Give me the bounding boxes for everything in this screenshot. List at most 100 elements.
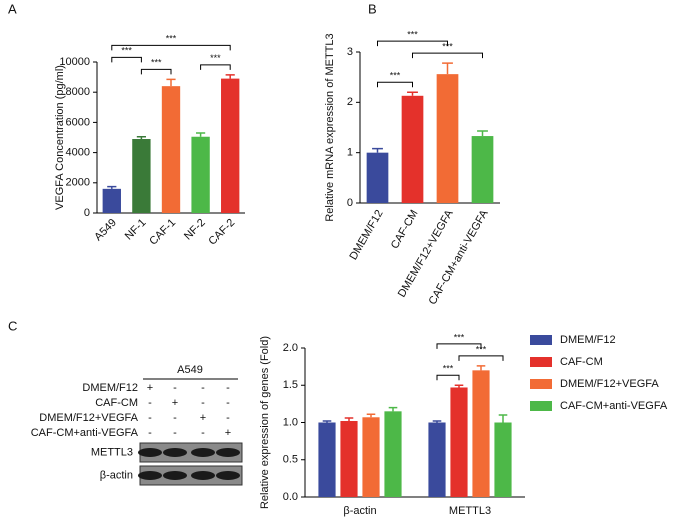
condition-sign: - bbox=[148, 427, 152, 439]
condition-label: DMEM/F12+VEGFA bbox=[39, 412, 138, 424]
x-tick-label: CAF-1 bbox=[147, 217, 178, 248]
significance-label: *** bbox=[166, 34, 177, 44]
y-tick-label: 1.5 bbox=[283, 379, 298, 391]
cell-line-label: A549 bbox=[177, 364, 203, 376]
bar bbox=[428, 422, 446, 497]
significance-label: *** bbox=[454, 332, 465, 342]
error-bar bbox=[107, 185, 117, 189]
bar bbox=[191, 136, 210, 213]
y-tick-label: 1 bbox=[347, 147, 353, 159]
y-tick-label: 2000 bbox=[66, 177, 90, 189]
condition-sign: - bbox=[148, 397, 152, 409]
condition-sign: + bbox=[200, 412, 206, 424]
significance-label: *** bbox=[443, 364, 454, 374]
condition-label: DMEM/F12 bbox=[82, 382, 138, 394]
x-tick-label: CAF-CM bbox=[389, 208, 421, 251]
y-tick-label: 6000 bbox=[66, 116, 90, 128]
condition-sign: - bbox=[226, 397, 230, 409]
condition-label: CAF-CM bbox=[95, 397, 138, 409]
significance-label: *** bbox=[442, 41, 453, 51]
y-tick-label: 3 bbox=[347, 46, 353, 58]
blot-band bbox=[191, 471, 215, 480]
blot-band bbox=[216, 471, 240, 480]
y-tick-label: 0 bbox=[347, 197, 353, 209]
bar bbox=[401, 95, 424, 203]
condition-sign: - bbox=[201, 427, 205, 439]
error-bar bbox=[225, 74, 235, 79]
condition-sign: - bbox=[201, 382, 205, 394]
x-tick-label: METTL3 bbox=[449, 505, 491, 517]
y-tick-label: 2.0 bbox=[283, 342, 298, 354]
blot-band bbox=[163, 448, 187, 457]
bar bbox=[494, 422, 512, 497]
error-bar bbox=[476, 365, 486, 371]
y-axis-label: VEGFA Concentration (pg/ml) bbox=[54, 65, 66, 210]
condition-sign: - bbox=[148, 412, 152, 424]
significance-label: *** bbox=[407, 29, 418, 39]
condition-sign: - bbox=[173, 382, 177, 394]
significance-label: *** bbox=[476, 344, 487, 354]
condition-sign: - bbox=[226, 382, 230, 394]
condition-sign: - bbox=[201, 397, 205, 409]
condition-sign: + bbox=[147, 382, 153, 394]
significance-bracket bbox=[436, 374, 460, 381]
error-bar bbox=[407, 91, 418, 96]
significance-bracket bbox=[140, 68, 172, 75]
error-bar bbox=[322, 420, 332, 423]
legend-swatch bbox=[530, 379, 552, 389]
bar bbox=[472, 370, 490, 497]
bar bbox=[471, 136, 494, 203]
blot-band bbox=[163, 471, 187, 480]
y-tick-label: 10000 bbox=[59, 56, 90, 68]
error-bar bbox=[136, 135, 146, 140]
error-bar bbox=[442, 62, 453, 75]
bar bbox=[384, 411, 402, 497]
x-tick-label: A549 bbox=[92, 217, 119, 244]
y-axis-label: Relative mRNA expression of METTL3 bbox=[324, 33, 336, 221]
error-bar bbox=[372, 147, 383, 153]
y-axis-label: Relative expression of genes (Fold) bbox=[259, 336, 271, 509]
significance-bracket bbox=[111, 44, 231, 51]
y-tick-label: 2 bbox=[347, 96, 353, 108]
bar bbox=[366, 152, 389, 203]
error-bar bbox=[366, 413, 376, 418]
legend-swatch bbox=[530, 401, 552, 411]
significance-bracket bbox=[377, 40, 448, 47]
condition-sign: - bbox=[173, 412, 177, 424]
condition-sign: - bbox=[226, 412, 230, 424]
y-tick-label: 0 bbox=[84, 207, 90, 219]
error-bar bbox=[498, 414, 508, 423]
error-bar bbox=[166, 78, 176, 87]
error-bar bbox=[477, 130, 488, 137]
legend-label: CAF-CM bbox=[560, 356, 603, 368]
blot-band bbox=[191, 448, 215, 457]
significance-bracket bbox=[436, 343, 482, 349]
bar bbox=[340, 421, 358, 497]
y-tick-label: 1.0 bbox=[283, 416, 298, 428]
legend-label: DMEM/F12 bbox=[560, 334, 616, 346]
condition-sign: + bbox=[225, 427, 231, 439]
panel-label: C bbox=[8, 318, 17, 333]
blot-band bbox=[216, 448, 240, 457]
x-tick-label: NF-1 bbox=[123, 217, 149, 243]
band-label: β-actin bbox=[100, 469, 133, 481]
error-bar bbox=[196, 132, 206, 137]
significance-bracket bbox=[111, 56, 142, 63]
x-tick-label: CAF-2 bbox=[206, 217, 237, 248]
y-tick-label: 8000 bbox=[66, 86, 90, 98]
y-tick-label: 0.5 bbox=[283, 454, 298, 466]
condition-label: CAF-CM+anti-VEGFA bbox=[31, 427, 139, 439]
legend-swatch bbox=[530, 357, 552, 367]
bar bbox=[436, 74, 459, 203]
bar bbox=[318, 422, 336, 497]
band-label: METTL3 bbox=[91, 446, 133, 458]
bar bbox=[102, 188, 121, 213]
condition-sign: - bbox=[173, 427, 177, 439]
y-tick-label: 4000 bbox=[66, 147, 90, 159]
condition-sign: + bbox=[172, 397, 178, 409]
x-tick-label: β-actin bbox=[343, 505, 376, 517]
x-tick-label: NF-2 bbox=[182, 217, 208, 243]
panel-label: B bbox=[368, 1, 377, 16]
blot-band bbox=[138, 448, 162, 457]
